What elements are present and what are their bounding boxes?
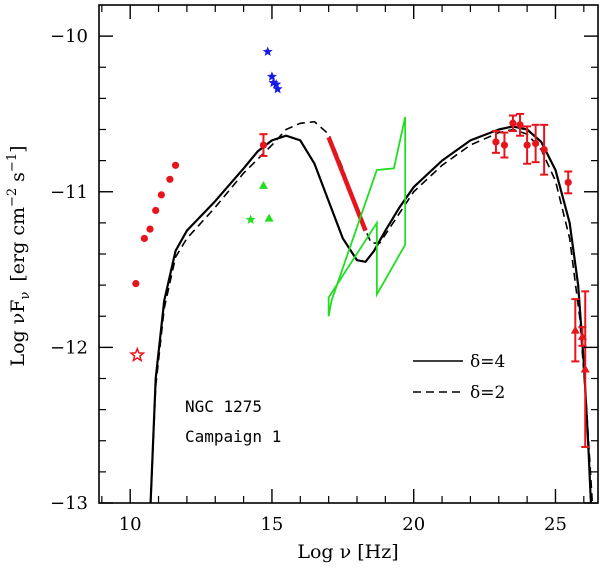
legend: δ=4 δ=2 xyxy=(413,352,505,403)
x-tick-label: 10 xyxy=(119,514,142,535)
radio-points-point xyxy=(146,225,154,233)
xray-bowtie-red-segment xyxy=(326,136,368,232)
y-label-s: s xyxy=(7,172,29,188)
model-delta-4-line xyxy=(149,125,593,503)
x-tick-label: 20 xyxy=(402,514,425,535)
x-tick-label: 25 xyxy=(544,514,567,535)
y-tick-label: −11 xyxy=(50,182,88,203)
x-tick-label: 15 xyxy=(260,514,283,535)
y-axis-label: Log νFν [erg cm−2 s−1] xyxy=(5,145,33,366)
plot-area xyxy=(129,46,594,503)
gamma-tev-point xyxy=(570,325,580,334)
gamma-gev-point xyxy=(516,121,524,129)
radio-points-point xyxy=(152,206,160,215)
optical-blue-point xyxy=(268,77,279,88)
y-label-units: [erg cm xyxy=(7,207,29,282)
legend-label-delta-4: δ=4 xyxy=(470,352,505,372)
model-delta-2-line xyxy=(149,120,594,503)
gamma-gev-point xyxy=(532,139,540,148)
radio-points-point xyxy=(157,191,165,199)
radio-points-point xyxy=(171,161,180,169)
gamma-gev-point xyxy=(500,141,509,149)
x-axis-label: Log ν [Hz] xyxy=(297,541,398,563)
y-tick-label: −10 xyxy=(50,26,88,47)
optical-blue-point xyxy=(271,79,282,89)
infrared-green-point xyxy=(258,181,268,189)
gamma-gev-point xyxy=(492,138,500,146)
gamma-tev-point xyxy=(580,364,590,373)
campaign-annotation: Campaign 1 xyxy=(185,427,281,446)
y-label-sub: ν xyxy=(18,292,33,300)
model-curves xyxy=(149,120,594,503)
gamma-gev-point xyxy=(564,178,572,187)
optical-blue-point xyxy=(267,71,277,81)
gamma-gev-point xyxy=(540,146,548,154)
axis-ticks: 10 15 20 25 −10 −11 −12 −13 xyxy=(50,5,598,535)
y-label-exp1: −2 xyxy=(5,188,20,207)
data-marks xyxy=(129,46,590,448)
y-label-main: Log νF xyxy=(7,300,29,367)
radio-upper-star-point xyxy=(129,346,146,363)
optical-blue-point xyxy=(262,46,273,56)
radio-points-point xyxy=(132,279,140,288)
radio-points-point xyxy=(166,175,174,183)
infrared-green-star-point xyxy=(245,214,256,224)
gamma-gev-point xyxy=(523,141,531,149)
y-label-exp2: −1 xyxy=(5,153,20,172)
xray-bowtie-green-outline xyxy=(327,116,407,317)
legend-label-delta-2: δ=2 xyxy=(470,383,505,403)
optical-red-point xyxy=(259,141,268,149)
gamma-gev-point xyxy=(509,119,517,127)
radio-points-point xyxy=(140,234,148,243)
y-tick-label: −13 xyxy=(50,493,88,514)
y-label-close: ] xyxy=(7,145,29,152)
source-annotation: NGC 1275 xyxy=(185,397,262,416)
infrared-green-point xyxy=(264,213,274,222)
optical-blue-point xyxy=(272,83,283,94)
y-tick-label: −12 xyxy=(50,337,88,358)
